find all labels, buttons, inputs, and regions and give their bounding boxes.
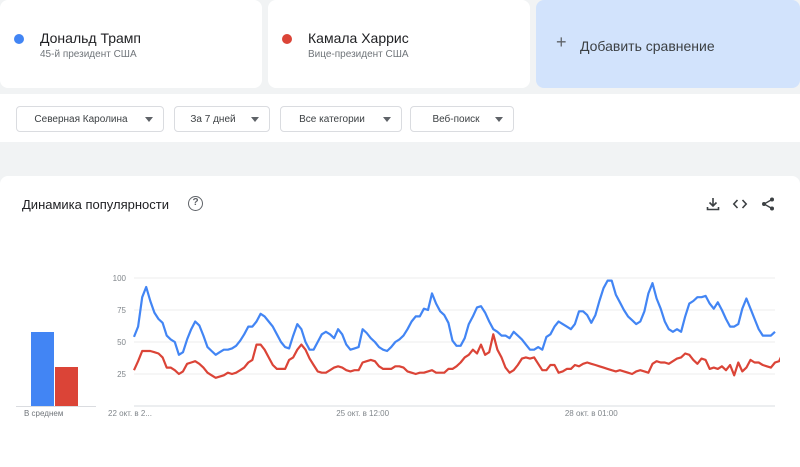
help-icon[interactable]: ?	[188, 196, 203, 211]
region-dropdown[interactable]: Северная Каролина	[16, 106, 164, 132]
category-dropdown[interactable]: Все категории	[280, 106, 402, 132]
series-line-1	[132, 333, 780, 379]
download-icon[interactable]	[705, 196, 721, 212]
plus-icon: +	[556, 32, 567, 52]
term-subtitle: Вице-президент США	[308, 49, 409, 60]
caret-down-icon	[145, 116, 153, 122]
series-line-0	[132, 279, 776, 356]
y-tick-label: 75	[117, 306, 126, 315]
panel-title: Динамика популярности	[22, 197, 169, 212]
period-dropdown-value: За 7 дней	[190, 113, 236, 125]
search-type-dropdown-value: Веб-поиск	[432, 113, 480, 125]
term-card-harris[interactable]: Камала Харрис Вице-президент США	[268, 0, 530, 88]
average-bar-trump	[31, 332, 54, 406]
region-dropdown-value: Северная Каролина	[34, 113, 128, 125]
share-icon[interactable]	[760, 196, 776, 212]
average-label: В среднем	[24, 409, 64, 418]
caret-down-icon	[383, 116, 391, 122]
y-tick-label: 50	[117, 338, 126, 347]
average-bar-harris	[55, 366, 78, 406]
average-axis	[16, 406, 96, 407]
x-tick-label: 25 окт. в 12:00	[336, 409, 389, 418]
y-tick-label: 100	[113, 274, 127, 283]
caret-down-icon	[251, 116, 259, 122]
add-comparison-button[interactable]: + Добавить сравнение	[536, 0, 800, 88]
term-name: Камала Харрис	[308, 30, 409, 46]
term-color-dot	[282, 34, 292, 44]
period-dropdown[interactable]: За 7 дней	[174, 106, 270, 132]
y-tick-label: 25	[117, 370, 126, 379]
term-name: Дональд Трамп	[40, 30, 142, 46]
average-chart: В среднем	[16, 176, 96, 467]
add-comparison-label: Добавить сравнение	[580, 38, 715, 54]
search-type-dropdown[interactable]: Веб-поиск	[410, 106, 514, 132]
term-card-trump[interactable]: Дональд Трамп 45-й президент США	[0, 0, 262, 88]
x-tick-label: 28 окт. в 01:00	[565, 409, 618, 418]
term-color-dot	[14, 34, 24, 44]
embed-icon[interactable]	[732, 196, 748, 212]
trend-line-chart: 25 50 75 100 22 окт. в 2... 25 окт. в 12:00 28…	[108, 274, 780, 418]
x-tick-label: 22 окт. в 2...	[108, 409, 152, 418]
caret-down-icon	[495, 116, 503, 122]
category-dropdown-value: Все категории	[299, 113, 365, 125]
interest-over-time-panel: Динамика популярности ? В среднем 25 50 75…	[0, 176, 800, 467]
filter-bar: Северная Каролина За 7 дней Все категори…	[0, 94, 800, 142]
term-subtitle: 45-й президент США	[40, 49, 137, 60]
